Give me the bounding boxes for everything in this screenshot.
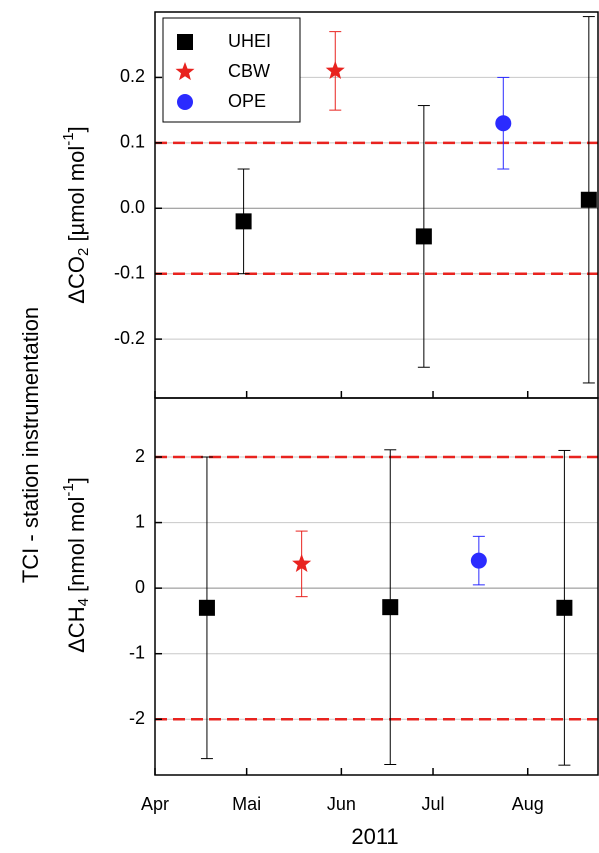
marker-square bbox=[556, 599, 573, 616]
y-tick-label: -2 bbox=[129, 708, 145, 728]
y-tick-label: -1 bbox=[129, 642, 145, 662]
y-axis-label-part: [nmol mol bbox=[64, 497, 89, 598]
marker-star bbox=[175, 62, 195, 81]
y-axis-label-part: [µmol mol bbox=[64, 146, 89, 248]
y-tick-label: 0.0 bbox=[120, 197, 145, 217]
plot-area bbox=[155, 449, 598, 766]
y-axis-label-part: ] bbox=[64, 477, 89, 483]
shared-y-label: TCI - station instrumentation bbox=[18, 307, 43, 583]
legend-label: CBW bbox=[228, 61, 270, 81]
x-tick-label: Jul bbox=[422, 794, 445, 814]
marker-square bbox=[235, 213, 252, 230]
x-tick-label: Mai bbox=[232, 794, 261, 814]
y-axis-label: ΔCO2 [µmol mol-1] bbox=[60, 126, 92, 303]
y-tick-label: 2 bbox=[135, 446, 145, 466]
y-tick-label: 0.1 bbox=[120, 132, 145, 152]
marker-square bbox=[198, 599, 215, 616]
y-tick-label: -0.1 bbox=[114, 262, 145, 282]
y-tick-label: 1 bbox=[135, 511, 145, 531]
axes-frame bbox=[154, 397, 599, 776]
x-tick-label: Jun bbox=[327, 794, 356, 814]
marker-square bbox=[382, 599, 399, 616]
x-tick-label: Apr bbox=[141, 794, 169, 814]
x-tick-label: Aug bbox=[512, 794, 544, 814]
y-tick-label: 0 bbox=[135, 577, 145, 597]
marker-circle bbox=[177, 94, 193, 110]
y-tick-label: 0.2 bbox=[120, 66, 145, 86]
marker-square bbox=[177, 34, 193, 50]
y-axis-label-part: ] bbox=[64, 126, 89, 132]
y-axis-label: ΔCH4 [nmol mol-1] bbox=[60, 477, 92, 653]
x-axis-label: 2011 bbox=[351, 824, 398, 849]
plot-area bbox=[155, 16, 598, 384]
y-tick-label: -0.2 bbox=[114, 328, 145, 348]
marker-star bbox=[292, 553, 312, 572]
legend-label: OPE bbox=[228, 91, 266, 111]
marker-circle bbox=[470, 552, 487, 569]
y-axis-label-part: ΔCO bbox=[64, 256, 89, 304]
y-axis-label-part: -1 bbox=[60, 132, 77, 145]
marker-square bbox=[580, 191, 597, 208]
marker-square bbox=[415, 228, 432, 245]
y-axis-label-part: ΔCH bbox=[64, 606, 89, 652]
legend-label: UHEI bbox=[228, 31, 271, 51]
marker-star bbox=[325, 60, 345, 79]
y-axis-label-part: -1 bbox=[60, 483, 77, 496]
y-axis-label-part: 4 bbox=[75, 598, 92, 606]
y-axis-label-part: 2 bbox=[75, 248, 92, 256]
marker-circle bbox=[495, 115, 512, 132]
